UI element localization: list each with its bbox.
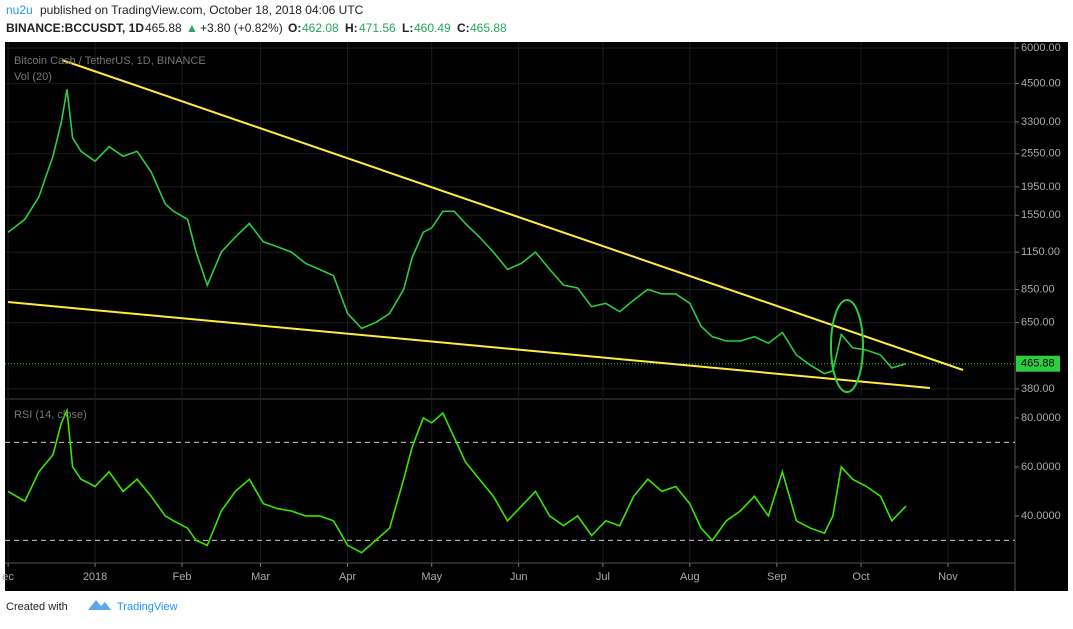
x-tick-label: ec [2,571,14,583]
user[interactable]: nu2u [6,3,33,17]
x-tick-label: Nov [938,571,958,583]
price-line [7,407,907,554]
x-tick-label: Oct [852,571,869,583]
y-tick-label: 1950.00 [1021,181,1061,193]
y-tick-label: 380.00 [1021,383,1055,395]
h-label: H: [345,21,358,35]
y-tick-label: 6000.00 [1021,42,1061,54]
x-tick-label: Feb [173,571,192,583]
y-tick-label: 1550.00 [1021,209,1061,221]
c-label: C: [457,21,470,35]
y-tick-label: 60.0000 [1021,461,1061,473]
x-tick-label: Sep [767,571,787,583]
volume-label: Vol (20) [14,71,52,83]
x-tick-label: Mar [251,571,270,583]
symbol: BINANCE:BCCUSDT, 1D [6,21,144,35]
tv-logo [88,600,111,610]
o-label: O: [288,21,301,35]
close: 465.88 [470,21,507,35]
y-tick-label: 4500.00 [1021,77,1061,89]
published: published on TradingView.com, October 18… [40,3,364,17]
arrow: ▲ [186,21,198,35]
l-label: L: [402,21,413,35]
y-tick-label: 650.00 [1021,316,1055,328]
y-tick-label: 40.0000 [1021,510,1061,522]
chart-title: Bitcoin Cash / TetherUS, 1D, BINANCE [14,55,206,67]
x-tick-label: May [421,571,442,583]
last-price-tag [1016,355,1060,372]
change: +3.80 (+0.82%) [200,21,283,35]
rsi-title: RSI (14, close) [14,409,87,421]
y-tick-label: 850.00 [1021,283,1055,295]
low: 460.49 [414,21,451,35]
x-tick-label: 2018 [83,571,107,583]
price-line [7,89,907,375]
highlight-ellipse [830,299,864,393]
trendline [61,59,964,371]
x-tick-label: Jun [510,571,528,583]
y-tick-label: 80.0000 [1021,412,1061,424]
x-tick-label: Jul [596,571,610,583]
price: 465.88 [145,21,182,35]
y-tick-label: 2550.00 [1021,148,1061,160]
high: 471.56 [359,21,396,35]
y-tick-label: 3300.00 [1021,116,1061,128]
trendline [7,301,931,389]
footer-text: Created with [6,601,68,613]
x-tick-label: Aug [680,571,700,583]
footer-brand[interactable]: TradingView [117,601,178,613]
x-tick-label: Apr [339,571,356,583]
last-price-label: 465.88 [1021,358,1055,370]
y-tick-label: 1150.00 [1021,246,1060,258]
open: 462.08 [302,21,339,35]
